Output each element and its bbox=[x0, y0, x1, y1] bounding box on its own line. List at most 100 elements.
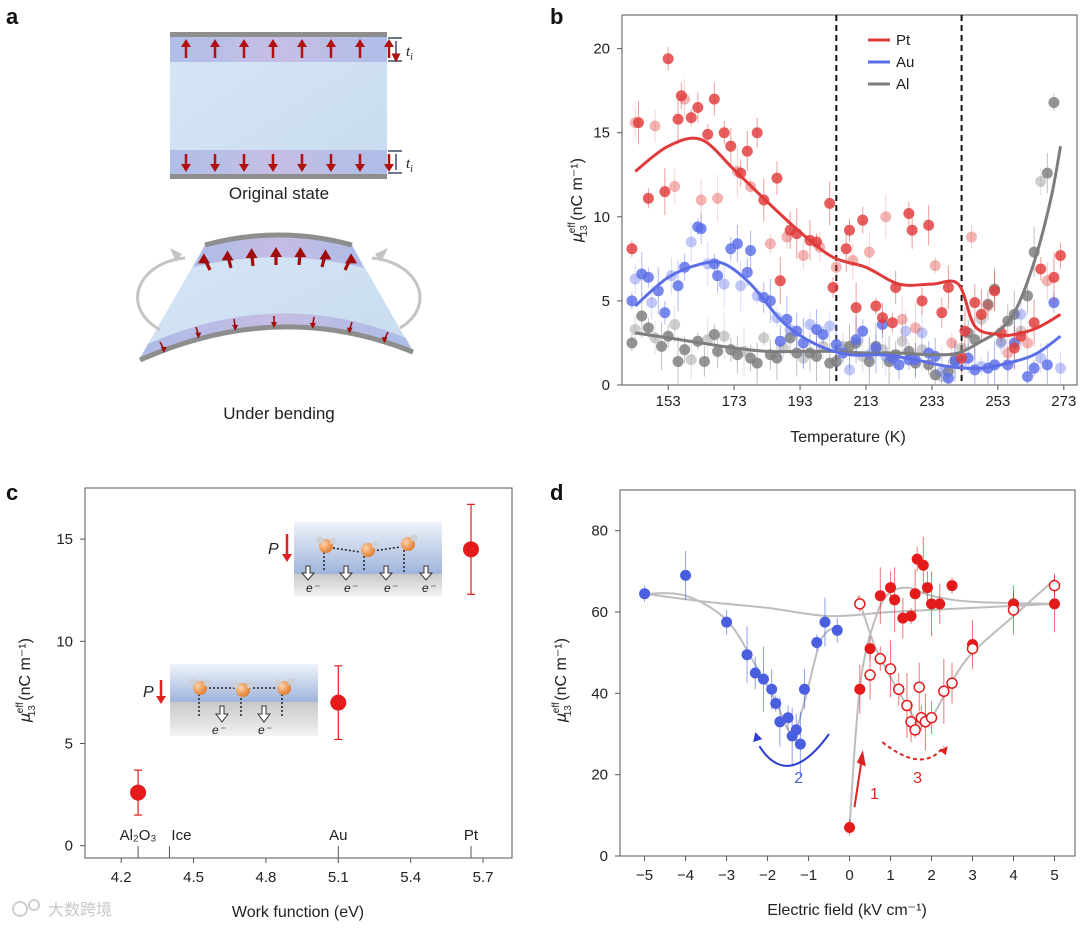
data-point-filled bbox=[905, 610, 917, 622]
svg-text:e⁻: e⁻ bbox=[258, 723, 273, 737]
data-point-au bbox=[685, 236, 697, 248]
x-tick-label: 253 bbox=[985, 393, 1010, 410]
chart-d: −5 −4 −3 −2 −1 0 1 2 3 4 5 0 20 40 60 80 1 2 3 bbox=[591, 489, 1076, 884]
legend-pt: Pt bbox=[896, 32, 911, 49]
thickness-bracket-bottom bbox=[388, 150, 402, 174]
data-point-pt bbox=[685, 112, 697, 124]
data-point-open bbox=[854, 598, 866, 610]
bend-arrow-right-icon bbox=[371, 256, 422, 330]
data-point-al bbox=[982, 298, 994, 310]
data-point-pt bbox=[725, 140, 737, 152]
data-point-pt bbox=[969, 297, 981, 309]
data-point-au bbox=[1015, 308, 1027, 320]
water-molecule-icon bbox=[319, 539, 333, 553]
data-point-al bbox=[1048, 96, 1060, 108]
sweep-arrow-1-icon bbox=[853, 758, 863, 808]
data-point-au bbox=[774, 335, 786, 347]
data-point-au bbox=[870, 342, 882, 354]
data-point-pt bbox=[1048, 271, 1060, 283]
sweep-label-1: 1 bbox=[870, 786, 879, 803]
legend-au: Au bbox=[896, 54, 914, 71]
guide-line bbox=[856, 578, 1056, 726]
thickness-label-bottom: ti bbox=[406, 156, 413, 175]
x-tick-label: 4.8 bbox=[256, 869, 277, 886]
x-tick-label: 5.1 bbox=[328, 869, 349, 886]
data-point-filled bbox=[844, 822, 856, 834]
data-point-filled bbox=[721, 616, 733, 628]
data-point-al bbox=[626, 337, 638, 349]
category-label: Ice bbox=[171, 827, 191, 844]
y-tick-label: 0 bbox=[65, 838, 73, 855]
data-point-al bbox=[679, 344, 691, 356]
data-point-pt bbox=[642, 192, 654, 204]
data-point-filled bbox=[819, 616, 831, 628]
data-point-au bbox=[817, 329, 829, 341]
data-point-pt bbox=[909, 322, 921, 334]
data-point-au bbox=[1022, 371, 1034, 383]
category-label: Au bbox=[329, 827, 347, 844]
data-point-filled bbox=[874, 590, 886, 602]
chart-d-xlabel: Electric field (kV cm⁻¹) bbox=[767, 902, 927, 919]
data-point-au bbox=[695, 223, 707, 235]
data-point-au bbox=[718, 278, 730, 290]
data-point-open bbox=[901, 699, 913, 712]
caption-under-bending: Under bending bbox=[223, 404, 335, 423]
data-point-au bbox=[942, 372, 954, 384]
x-tick-label: 2 bbox=[927, 867, 935, 884]
data-point-filled bbox=[790, 724, 802, 736]
data-point-au bbox=[1055, 362, 1067, 374]
data-point-pt bbox=[880, 211, 892, 223]
data-point-pt bbox=[462, 541, 479, 558]
data-point-pt bbox=[751, 127, 763, 139]
data-point-filled bbox=[946, 580, 958, 592]
x-tick-label: 4.2 bbox=[111, 869, 132, 886]
svg-text:e⁻: e⁻ bbox=[212, 723, 227, 737]
data-point-filled bbox=[889, 594, 901, 606]
data-point-filled bbox=[854, 683, 866, 695]
data-point-pt bbox=[965, 231, 977, 243]
data-point-pt bbox=[797, 250, 809, 261]
data-point-au bbox=[824, 320, 836, 332]
data-point-pt bbox=[857, 214, 869, 226]
data-point-filled bbox=[885, 582, 897, 594]
data-point-pt bbox=[840, 243, 852, 255]
data-point-open bbox=[938, 685, 950, 698]
panel-label-b: b bbox=[550, 4, 563, 29]
data-point-pt bbox=[712, 192, 724, 204]
data-point-filled bbox=[757, 673, 769, 685]
data-point-au bbox=[672, 280, 684, 292]
data-point-al bbox=[811, 350, 823, 362]
x-tick-label: 5.7 bbox=[473, 869, 494, 886]
data-point-au bbox=[741, 266, 753, 278]
data-point-pt bbox=[626, 243, 638, 255]
schematic-bending bbox=[136, 232, 422, 363]
data-point-pt bbox=[659, 186, 671, 198]
data-point-filled bbox=[864, 643, 876, 655]
data-point-au bbox=[708, 258, 720, 270]
fit-line-al bbox=[634, 145, 1062, 357]
data-point-pt bbox=[989, 285, 1001, 297]
data-point-pt bbox=[1008, 342, 1020, 354]
chart-c: 4.2 4.5 4.8 5.1 5.4 5.7 0 5 10 15 Al₂O₃ Ice Au Pt bbox=[56, 487, 513, 886]
data-point-open bbox=[864, 669, 876, 681]
x-tick-label: 4 bbox=[1009, 867, 1017, 884]
category-label: Pt bbox=[464, 827, 479, 844]
y-tick-label: 60 bbox=[591, 604, 608, 621]
x-tick-label: −1 bbox=[800, 867, 817, 884]
caption-original-state: Original state bbox=[229, 184, 329, 203]
data-point-al bbox=[929, 369, 941, 381]
data-point-au bbox=[1041, 359, 1053, 371]
x-tick-label: 193 bbox=[788, 393, 813, 410]
data-point-filled bbox=[1049, 598, 1061, 610]
data-point-au bbox=[731, 238, 743, 250]
y-tick-label: 5 bbox=[65, 736, 73, 753]
data-point-filled bbox=[639, 588, 651, 600]
data-point-filled bbox=[831, 624, 843, 636]
chart-c-xlabel: Work function (eV) bbox=[232, 904, 364, 921]
data-point-pt bbox=[876, 312, 888, 324]
data-point-al bbox=[712, 345, 724, 357]
data-point-au bbox=[659, 307, 671, 319]
x-tick-label: 5 bbox=[1050, 867, 1058, 884]
data-point-al bbox=[1041, 167, 1053, 179]
